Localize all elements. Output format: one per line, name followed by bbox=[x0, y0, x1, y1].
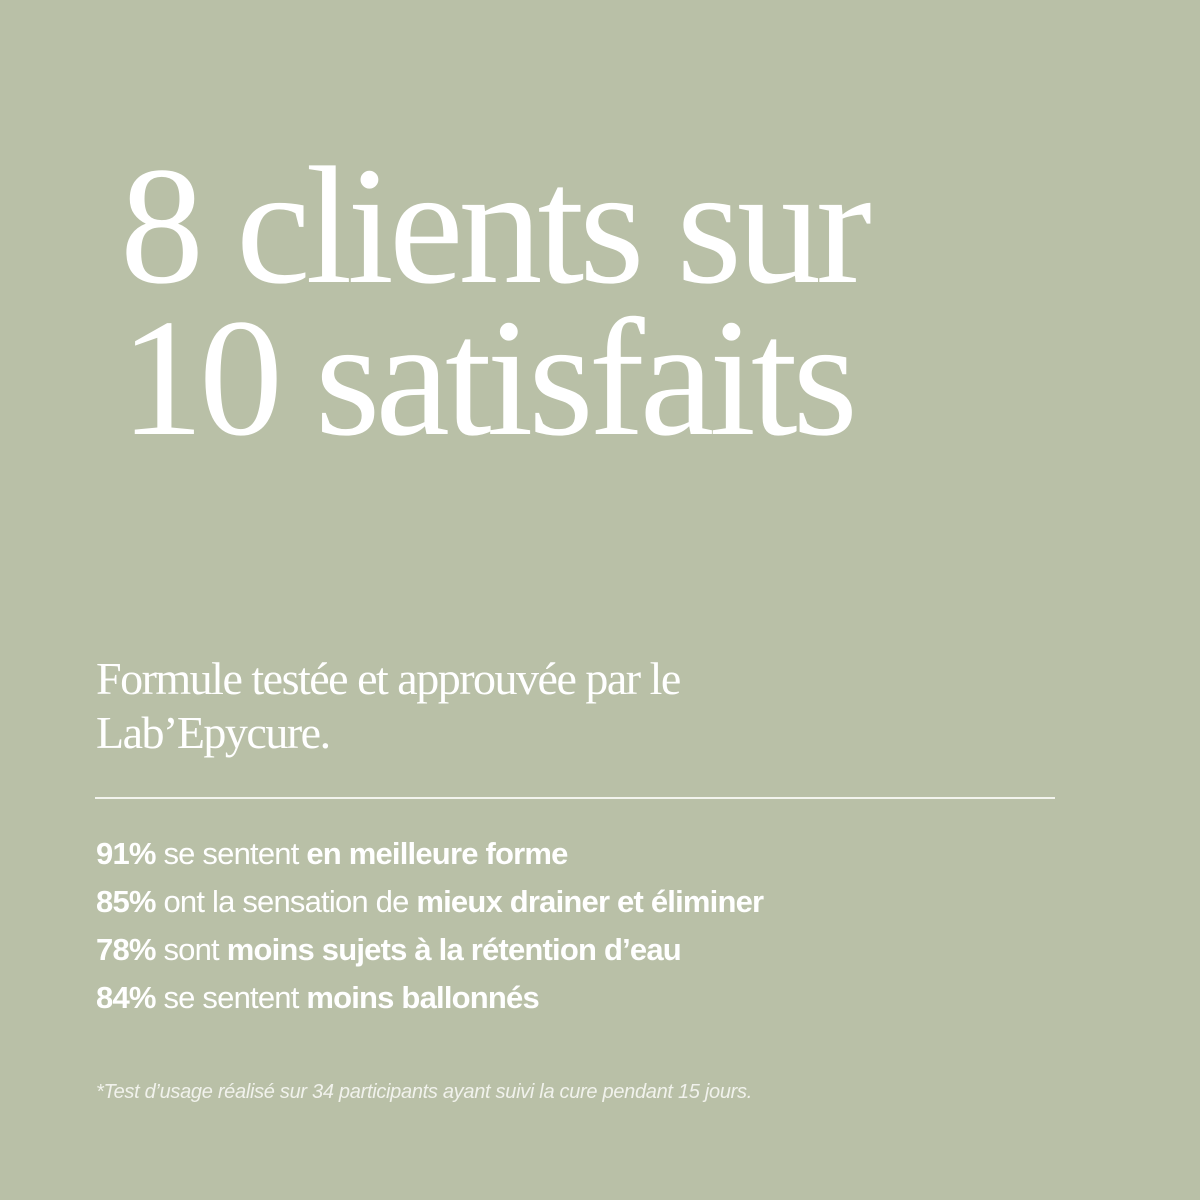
subtitle: Formule testée et approuvée par le Lab’E… bbox=[96, 652, 996, 760]
stat-highlight: moins ballonnés bbox=[306, 980, 539, 1015]
stat-text: se sentent bbox=[155, 836, 307, 871]
subtitle-line-2: Lab’Epycure. bbox=[96, 707, 331, 758]
stat-highlight: en meilleure forme bbox=[306, 836, 568, 871]
headline-line-2: 10 satisfaits bbox=[120, 285, 858, 471]
stats-list: 91% se sentent en meilleure forme 85% on… bbox=[96, 830, 764, 1022]
stat-item: 91% se sentent en meilleure forme bbox=[96, 830, 763, 878]
stat-highlight: mieux drainer et éliminer bbox=[416, 884, 764, 919]
stat-percent: 84% bbox=[96, 980, 156, 1015]
headline: 8 clients sur 10 satisfaits bbox=[120, 133, 872, 471]
headline-line-1: 8 clients sur bbox=[120, 133, 872, 319]
subtitle-line-1: Formule testée et approuvée par le bbox=[96, 653, 681, 704]
stat-highlight: moins sujets à la rétention d’eau bbox=[226, 932, 682, 967]
footnote: *Test d’usage réalisé sur 34 participant… bbox=[96, 1081, 752, 1103]
stat-text: ont la sensation de bbox=[155, 884, 417, 919]
stat-item: 78% sont moins sujets à la rétention d’e… bbox=[96, 926, 763, 974]
stat-item: 84% se sentent moins ballonnés bbox=[96, 974, 763, 1022]
stat-text: se sentent bbox=[155, 980, 307, 1015]
stat-percent: 85% bbox=[96, 884, 156, 919]
divider bbox=[95, 797, 1055, 799]
stat-percent: 91% bbox=[96, 836, 156, 871]
stat-percent: 78% bbox=[96, 932, 156, 967]
stat-item: 85% ont la sensation de mieux drainer et… bbox=[96, 878, 764, 926]
stat-text: sont bbox=[155, 932, 227, 967]
